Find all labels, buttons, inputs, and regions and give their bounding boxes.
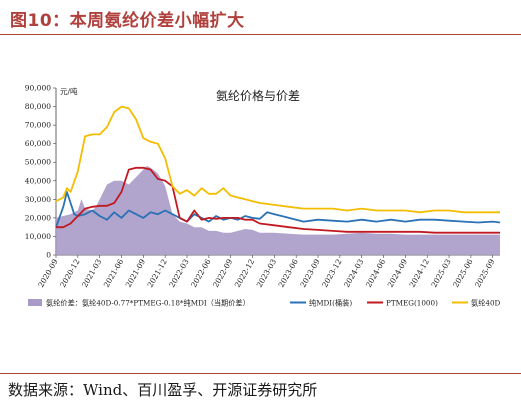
y-tick-label: 90,000 [25, 84, 51, 93]
x-tick-label: 2024-03 [342, 257, 365, 289]
x-tick-label: 2020-09 [36, 257, 59, 289]
x-tick-label: 2021-09 [124, 257, 147, 289]
x-tick-label: 2023-12 [320, 257, 343, 289]
area-layer [56, 165, 500, 255]
x-tick-label: 2024-09 [386, 257, 409, 289]
y-axis-label: 元/吨 [60, 86, 78, 96]
y-tick-label: 20,000 [25, 213, 51, 222]
line-layer [55, 105, 501, 234]
series-area-spread [56, 165, 500, 255]
x-tick-label: 2021-12 [146, 257, 169, 289]
x-tick-label: 2022-09 [211, 257, 234, 289]
x-tick-label: 2025-06 [451, 257, 474, 289]
y-tick-label: 60,000 [25, 139, 51, 148]
x-tick-label: 2023-03 [255, 257, 278, 289]
x-tick-label: 2023-06 [277, 257, 300, 289]
x-tick-label: 2022-06 [189, 257, 212, 289]
y-tick-label: 50,000 [25, 158, 51, 167]
x-tick-label: 2025-03 [429, 257, 452, 289]
series-line-1 [55, 191, 501, 228]
series-line-3 [55, 105, 500, 214]
x-tick-label: 2021-03 [80, 257, 103, 289]
y-tick-label: 40,000 [25, 176, 51, 185]
x-tick-label: 2025-09 [473, 257, 496, 289]
chart-canvas: 0 10,000 20,000 30,000 40,000 50,000 60,000 70,… [25, 84, 501, 308]
axis-layer: 0 10,000 20,000 30,000 40,000 50,000 60,000 70,… [25, 84, 500, 289]
source-note: 数据来源：Wind、百川盈孚、开源证券研究所 [8, 381, 318, 399]
x-tick-label: 2024-06 [364, 257, 387, 289]
legend-label: 氨纶40D [471, 299, 501, 308]
legend-label: 氨纶价差：氨纶40D-0.77*PTMEG-0.18*纯MDI（当期价差） [46, 299, 250, 308]
top-rule [0, 34, 521, 35]
y-tick-label: 70,000 [25, 121, 51, 130]
legend-swatch [28, 299, 42, 306]
bottom-rule [0, 373, 521, 374]
x-tick-label: 2024-12 [408, 257, 431, 289]
y-tick-label: 30,000 [25, 195, 51, 204]
legend-label: PTMEG(1000) [386, 299, 438, 308]
figure-title: 图10：本周氨纶价差小幅扩大 [10, 11, 245, 31]
series-line-2 [56, 166, 500, 234]
y-tick-label: 0 [46, 251, 51, 260]
legend-label: 纯MDI(桶装) [309, 299, 352, 308]
x-tick-label: 2023-09 [298, 257, 321, 289]
x-tick-label: 2022-12 [233, 257, 256, 289]
chart-title: 氨纶价格与价差 [216, 88, 300, 103]
x-tick-label: 2021-06 [102, 257, 125, 289]
legend: 氨纶价差：氨纶40D-0.77*PTMEG-0.18*纯MDI（当期价差） 纯MD… [28, 299, 501, 308]
x-tick-label: 2020-12 [58, 257, 81, 289]
y-tick-label: 80,000 [25, 102, 51, 111]
y-tick-label: 10,000 [25, 232, 51, 241]
x-tick-label: 2022-03 [167, 257, 190, 289]
